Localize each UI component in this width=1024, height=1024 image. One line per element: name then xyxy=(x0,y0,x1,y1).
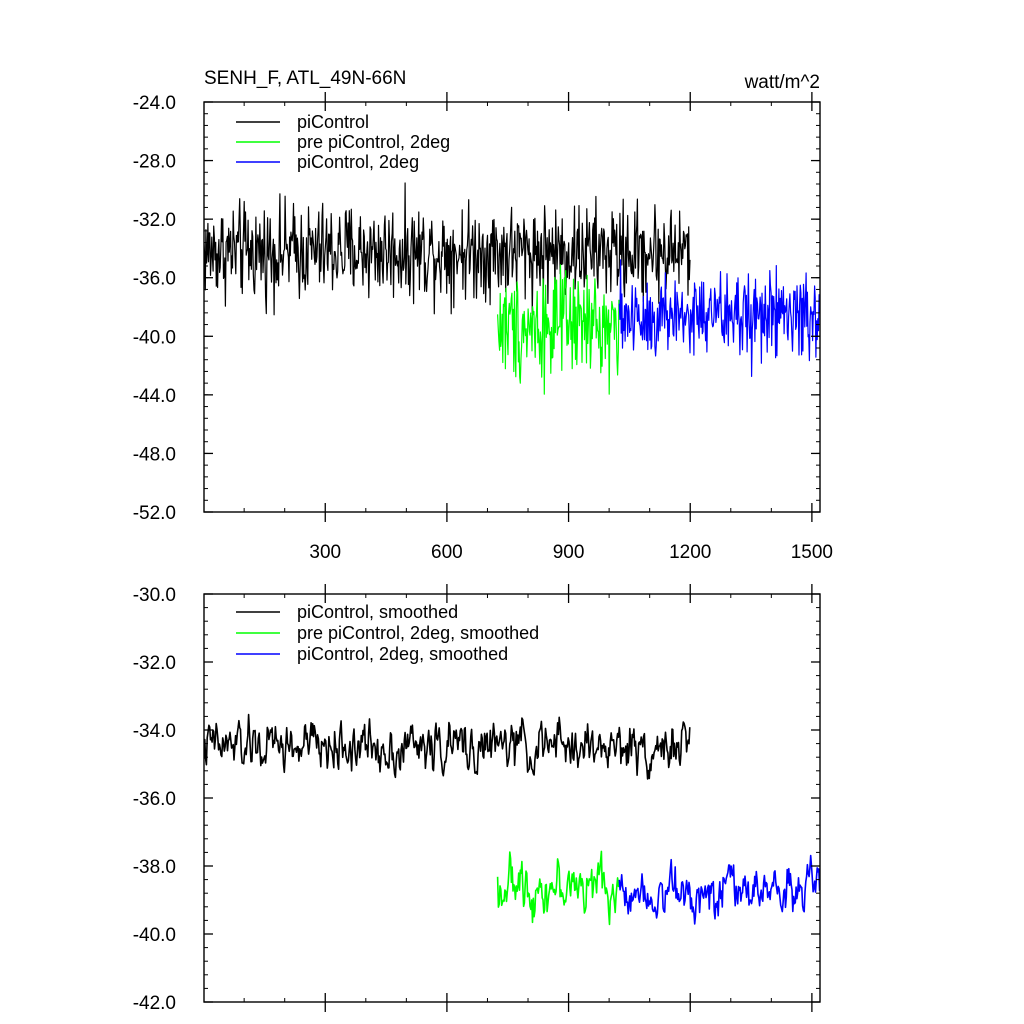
y-tick-label: -24.0 xyxy=(133,93,176,114)
units-label: watt/m^2 xyxy=(744,72,820,93)
y-tick-label: -34.0 xyxy=(133,721,176,742)
legend-label: piControl xyxy=(297,112,369,132)
series-line-1 xyxy=(204,182,691,316)
legend-label: piControl, 2deg, smoothed xyxy=(297,644,508,664)
legend-label: piControl, 2deg xyxy=(297,152,419,172)
y-tick-label: -32.0 xyxy=(133,210,176,231)
x-tick-label: 1200 xyxy=(669,542,711,563)
bottom-panel: -42.0 -40.0 -38.0 -36.0 -34.0 -32.0 -30.0 piCon… xyxy=(133,584,821,1014)
legend-label: piControl, smoothed xyxy=(297,602,458,622)
y-tick-label: -36.0 xyxy=(133,789,176,810)
y-tick-label: -36.0 xyxy=(133,269,176,290)
series-line-3 xyxy=(618,854,820,925)
y-tick-label: -42.0 xyxy=(133,993,176,1014)
y-tick-label: -28.0 xyxy=(133,152,176,173)
x-tick-label: 300 xyxy=(309,542,341,563)
x-tick-label: 900 xyxy=(553,542,585,563)
figure-title: SENH_F, ATL_49N-66N xyxy=(204,68,406,89)
y-tick-label: -52.0 xyxy=(133,503,176,524)
legend-label: pre piControl, 2deg xyxy=(297,132,450,152)
legend-label: pre piControl, 2deg, smoothed xyxy=(297,623,539,643)
plot-area xyxy=(204,182,820,395)
series-line-2 xyxy=(497,264,620,395)
top-panel: -52.0 -48.0 -44.0 -40.0 -36.0 -32.0 -28.0 -24.0… xyxy=(133,92,833,563)
y-tick-label: -30.0 xyxy=(133,585,176,606)
x-tick-label: 1500 xyxy=(791,542,833,563)
x-tick-label: 600 xyxy=(431,542,463,563)
y-tick-label: -40.0 xyxy=(133,327,176,348)
y-tick-label: -48.0 xyxy=(133,444,176,465)
series-line-1 xyxy=(204,713,691,780)
series-line-3 xyxy=(618,259,820,377)
y-tick-label: -40.0 xyxy=(133,925,176,946)
y-tick-label: -38.0 xyxy=(133,857,176,878)
series-line-2 xyxy=(496,850,621,926)
plot-area xyxy=(204,713,820,926)
y-tick-label: -44.0 xyxy=(133,386,176,407)
y-tick-label: -32.0 xyxy=(133,653,176,674)
plot-frame xyxy=(203,101,821,513)
